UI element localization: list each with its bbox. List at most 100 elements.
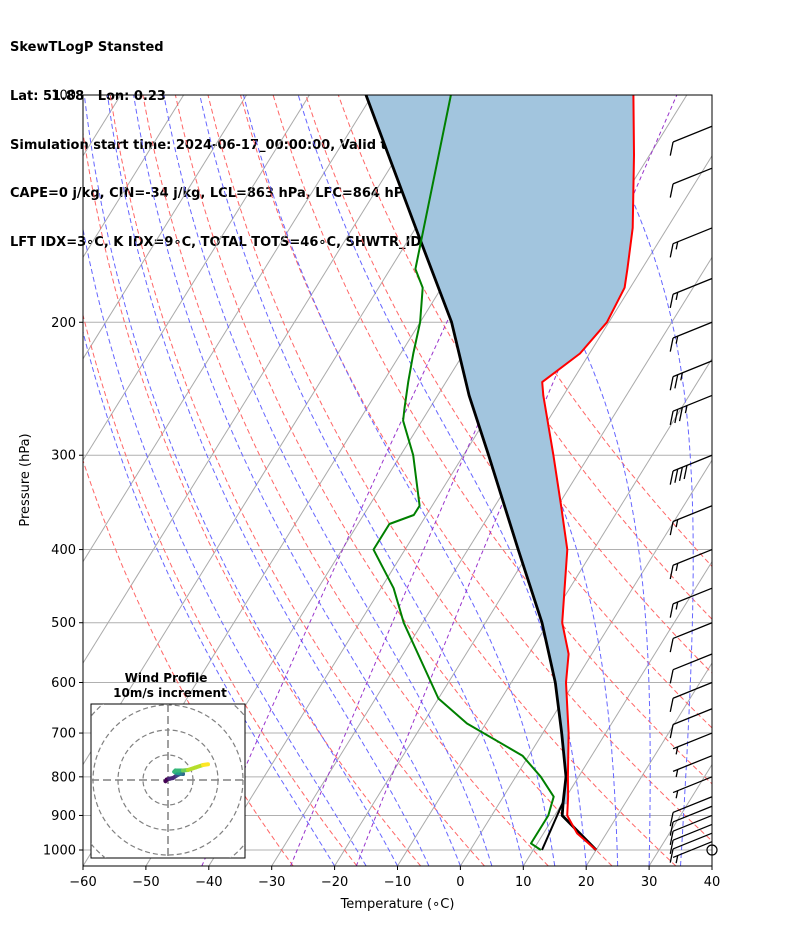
- y-tick-label: 1000: [43, 844, 76, 859]
- moist-adiabat: [243, 95, 556, 866]
- dry-adiabat: [337, 95, 712, 674]
- x-tick-label: −30: [258, 875, 285, 890]
- wind-barb-feather: [669, 821, 674, 836]
- isotherm-line: [83, 95, 185, 259]
- x-tick-label: 10: [515, 875, 532, 890]
- x-tick-label: 0: [456, 875, 464, 890]
- moist-adiabat: [163, 95, 493, 866]
- dry-adiabat: [305, 95, 712, 729]
- wind-barb-feather: [669, 638, 674, 653]
- wind-barb-half-feather: [675, 746, 679, 755]
- isotherm-line: [459, 459, 712, 866]
- wind-barb-staff: [672, 841, 713, 859]
- wind-barb-staff: [672, 776, 713, 794]
- wind-barb-staff: [672, 125, 713, 143]
- wind-barb-feather: [669, 294, 674, 309]
- wind-barb-feather: [674, 409, 679, 424]
- isotherm-line: [522, 560, 712, 866]
- wind-barb-feather: [669, 669, 674, 684]
- wind-barb-half-feather: [675, 855, 679, 864]
- sounding-layer: [364, 95, 635, 851]
- wind-barb-staff: [672, 394, 713, 412]
- hodograph-segment: [201, 762, 210, 767]
- wind-barb-feather: [669, 376, 674, 391]
- station-title: SkewTLogP Stansted: [10, 40, 164, 56]
- wind-barb-staff: [672, 622, 713, 640]
- hodograph-subtitle: 10m/s increment: [113, 686, 227, 700]
- x-tick-label: −20: [321, 875, 348, 890]
- dewpoint-line: [372, 95, 555, 851]
- wind-barb-staff: [672, 681, 713, 699]
- wind-barb-feather: [683, 465, 688, 480]
- wind-barb-staff: [672, 796, 713, 814]
- wind-barb-feather: [669, 470, 674, 485]
- y-tick-label: 300: [51, 449, 76, 464]
- wind-barb-staff: [672, 227, 713, 245]
- moist-adiabat: [83, 329, 336, 866]
- moist-adiabat: [133, 95, 461, 866]
- dry-adiabat: [240, 95, 712, 842]
- mixing-ratio-line: [355, 95, 678, 866]
- wind-barb-half-feather: [675, 241, 679, 250]
- y-tick-label: 800: [51, 770, 76, 785]
- wind-barb-feather: [669, 603, 674, 618]
- wind-barb-staff: [672, 505, 713, 523]
- isotherm-line: [83, 95, 373, 563]
- moist-adiabat: [460, 95, 651, 866]
- moist-adiabat: [107, 95, 430, 866]
- wind-barb-half-feather: [675, 519, 679, 528]
- isotherm-line: [83, 95, 310, 462]
- parcel-trace-line: [364, 95, 598, 851]
- wind-barb-feather: [669, 521, 674, 536]
- hodograph-rings: [91, 704, 245, 858]
- x-tick-label: 40: [704, 875, 721, 890]
- wind-barb-staff: [672, 708, 713, 726]
- wind-barb-half-feather: [675, 563, 679, 572]
- isotherm-line: [83, 95, 247, 360]
- moist-adiabat: [199, 95, 524, 866]
- isotherm-line: [397, 357, 712, 866]
- moist-adiabat: [711, 860, 712, 866]
- isotherm-line: [83, 95, 436, 665]
- wind-barb-feather: [669, 698, 674, 713]
- wind-barb-feather: [669, 183, 674, 198]
- wind-barbs: [669, 125, 718, 864]
- x-tick-label: −60: [69, 875, 96, 890]
- dry-adiabat: [174, 95, 613, 866]
- wind-barb-feather: [669, 724, 674, 739]
- wind-barb-feather: [669, 337, 674, 352]
- x-tick-label: −10: [384, 875, 411, 890]
- wind-barb-staff: [672, 277, 713, 295]
- wind-barb-staff: [672, 805, 713, 823]
- location-coords: Lat: 51.88 Lon: 0.23: [10, 89, 166, 104]
- x-tick-label: −50: [132, 875, 159, 890]
- wind-barb-feather: [674, 374, 679, 389]
- y-axis-label: Pressure (hPa): [18, 433, 33, 526]
- wind-barb-half-feather: [675, 790, 679, 799]
- isotherm-line: [585, 662, 712, 866]
- wind-barb-feather: [669, 840, 674, 854]
- y-tick-label: 600: [51, 676, 76, 691]
- wind-barb-feather: [678, 407, 683, 422]
- wind-barb-feather: [669, 141, 674, 156]
- y-tick-label: 700: [51, 727, 76, 742]
- wind-barb-staff: [672, 814, 713, 832]
- wind-barb-staff: [672, 732, 713, 750]
- wind-barb-staff: [672, 653, 713, 671]
- x-tick-label: 30: [641, 875, 658, 890]
- temperature-line: [541, 95, 635, 851]
- dry-adiabat: [207, 95, 677, 866]
- dry-adiabat: [402, 95, 712, 568]
- wind-barb-staff: [672, 321, 713, 339]
- x-tick-label: −40: [195, 875, 222, 890]
- wind-barb-staff: [672, 823, 713, 841]
- wind-barb-staff: [672, 832, 713, 850]
- wind-barb-half-feather: [675, 336, 679, 344]
- wind-barb-feather: [669, 848, 674, 863]
- dry-adiabat: [83, 459, 294, 866]
- wind-barb-staff: [672, 454, 713, 472]
- axes: −60 −50 −40 −30 −20 −10 0 10 20 30 40 1000 900 800 700…: [43, 89, 720, 891]
- wind-barb-staff: [672, 548, 713, 566]
- wind-barb-feather: [669, 812, 674, 827]
